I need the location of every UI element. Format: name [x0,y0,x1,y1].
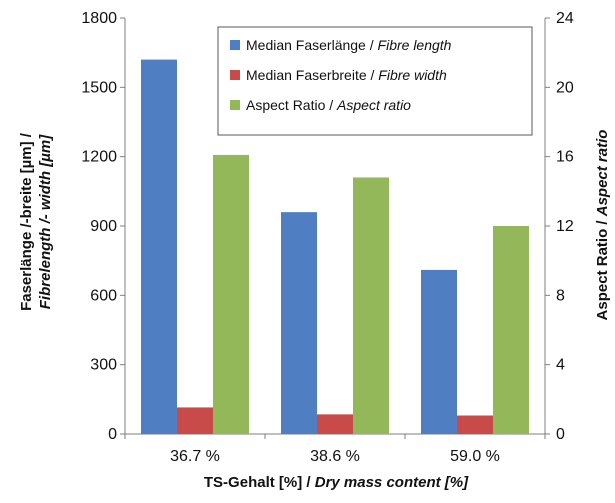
bar-series-3-cat-2 [353,177,389,434]
y-tick-label: 600 [90,287,117,304]
x-tick-label: 38.6 % [310,448,360,465]
bar-series-3-cat-1 [213,154,249,434]
y-tick-label: 300 [90,357,117,374]
bar-series-1-cat-3 [421,269,457,434]
bar-series-3-cat-3 [493,226,529,434]
legend-label: Median Faserlänge / Fibre length [246,37,452,53]
bar-series-1-cat-2 [281,212,317,434]
bar-series-1-cat-1 [141,59,177,434]
x-tick-label: 36.7 % [170,448,220,465]
y2-tick-label: 12 [556,218,574,235]
y-tick-label: 1800 [81,10,117,27]
y2-tick-label: 4 [556,357,565,374]
y2-tick-label: 8 [556,287,565,304]
legend-swatch [230,100,240,110]
legend-label: Median Faserbreite / Fibre width [246,67,447,83]
y-tick-label: 1500 [81,79,117,96]
legend-label: Aspect Ratio / Aspect ratio [246,97,411,113]
bars-layer [141,59,529,434]
y-axis-title-line1: Faserlänge /-breite [µm] / [18,132,35,311]
x-tick-label: 59.0 % [450,448,500,465]
legend-swatch [230,70,240,80]
y2-tick-label: 0 [556,426,565,443]
y2-tick-label: 16 [556,149,574,166]
y2-axis-title: Aspect Ratio / Aspect ratio [594,130,611,321]
y2-tick-label: 24 [556,10,574,27]
y2-tick-label: 20 [556,79,574,96]
y-axis-title-line2: Fibrelength /- width [µm] [37,134,54,309]
y-tick-label: 0 [108,426,117,443]
labels-layer: TS-Gehalt [%] / Dry mass content [%] Fas… [18,130,611,491]
bar-series-2-cat-1 [177,407,213,434]
bar-series-2-cat-2 [317,414,353,434]
legend-box [217,26,533,136]
x-axis-title: TS-Gehalt [%] / Dry mass content [%] [204,474,469,491]
legend-swatch [230,40,240,50]
legend: Median Faserlänge / Fibre length Median F… [217,26,533,136]
axes-layer: 0 300 600 900 1200 1500 1800 0 4 8 12 16 20 24 36.7 % 3… [81,10,573,465]
bar-series-2-cat-3 [457,415,493,434]
y-tick-label: 1200 [81,149,117,166]
y-tick-label: 900 [90,218,117,235]
